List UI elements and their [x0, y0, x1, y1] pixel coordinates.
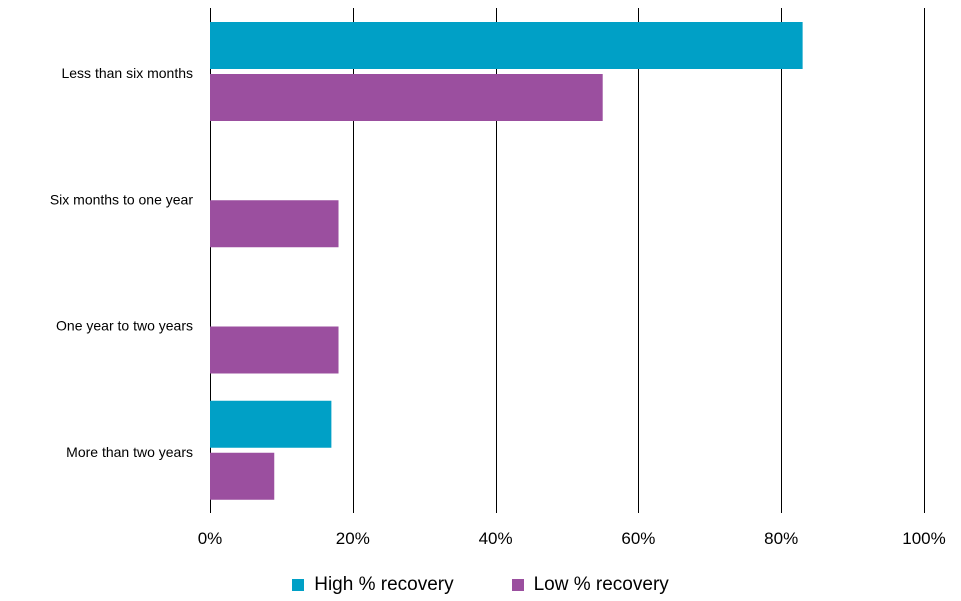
x-tick-label: 0% [198, 529, 223, 548]
bar-high-0 [210, 22, 803, 69]
legend-swatch-low [511, 579, 524, 591]
category-label: Six months to one year [50, 191, 194, 207]
x-tick-labels: 0% 20% 40% 60% 80% 100% [198, 529, 946, 548]
legend-label-low: Low % recovery [533, 574, 669, 595]
legend-item-low: Low % recovery [511, 574, 669, 596]
category-label: More than two years [66, 444, 193, 460]
bars [210, 22, 803, 500]
x-tick-label: 40% [479, 529, 513, 548]
bar-low-3 [210, 452, 275, 500]
x-tick-label: 100% [902, 529, 945, 548]
legend-swatch-high [292, 579, 305, 591]
legend-label-high: High % recovery [314, 574, 454, 595]
legend-item-high: High % recovery [292, 574, 454, 596]
category-label: One year to two years [56, 318, 193, 334]
bar-high-3 [210, 400, 332, 448]
category-labels: Less than six months Six months to one ye… [50, 65, 194, 460]
bar-low-2 [210, 326, 339, 374]
bar-low-0 [210, 74, 603, 121]
bar-chart: Less than six months Six months to one ye… [50, 8, 946, 548]
category-label: Less than six months [61, 65, 193, 81]
x-tick-label: 60% [621, 529, 655, 548]
x-tick-label: 20% [336, 529, 370, 548]
x-tick-label: 80% [764, 529, 798, 548]
bar-low-1 [210, 200, 339, 248]
legend: High % recovery Low % recovery [0, 574, 961, 596]
